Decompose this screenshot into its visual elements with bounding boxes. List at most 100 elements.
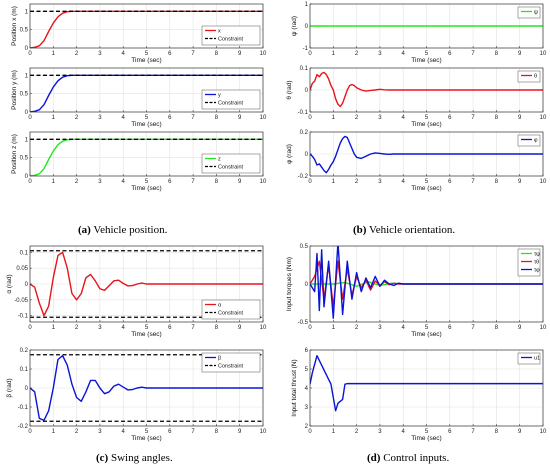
x-tick-label: 5 [145, 51, 149, 57]
y-axis-label: α (rad) [6, 274, 13, 293]
y-axis-label: θ (rad) [286, 80, 293, 99]
plot-border [29, 131, 264, 177]
x-tick-label: 7 [191, 51, 195, 57]
y-tick-label: -0.1 [298, 110, 309, 116]
y-axis-label: Position x (m) [11, 6, 18, 46]
legend-label: x [218, 29, 221, 35]
y-tick-label: 0.2 [20, 348, 29, 354]
x-tick-label: 9 [518, 179, 522, 185]
x-tick-label: 1 [332, 325, 336, 331]
x-tick-label: 10 [260, 179, 267, 185]
x-tick-label: 9 [518, 429, 522, 435]
legend-label: z [218, 157, 221, 163]
y-tick-label: 1 [25, 137, 29, 143]
x-tick-label: 4 [402, 115, 406, 121]
y-tick-label: 0 [305, 88, 309, 94]
legend-label: Constraint [218, 101, 244, 107]
y-axis-label: Position y (m) [11, 70, 18, 110]
y-tick-label: 4 [305, 386, 309, 392]
x-axis-label: Time (sec) [131, 331, 161, 338]
x-tick-label: 2 [355, 179, 359, 185]
x-tick-label: 0 [308, 429, 312, 435]
legend: u1 [517, 352, 541, 365]
x-tick-label: 6 [168, 429, 172, 435]
series-line-1 [310, 71, 543, 108]
x-tick-label: 0 [308, 115, 312, 121]
y-axis-label: β (rad) [6, 378, 13, 397]
x-tick-label: 2 [75, 179, 79, 185]
x-tick-label: 7 [471, 325, 475, 331]
x-tick-label: 3 [378, 115, 382, 121]
x-tick-label: 3 [98, 325, 102, 331]
chart-8: 0 1 2 3 4 5 6 7 8 9 10 -0.2 -0.1 0 0.1 0.2 Time (sec) β (… [6, 348, 267, 442]
x-tick-label: 8 [215, 325, 219, 331]
x-tick-label: 1 [52, 325, 56, 331]
x-tick-label: 5 [425, 429, 429, 435]
caption-d: (d) Control inputs. [367, 452, 450, 464]
x-tick-label: 3 [98, 429, 102, 435]
x-tick-label: 1 [332, 51, 336, 57]
x-axis-label: Time (sec) [131, 121, 161, 128]
x-tick-label: 8 [215, 115, 219, 121]
y-tick-label: 2 [305, 424, 309, 430]
x-tick-label: 3 [378, 179, 382, 185]
x-axis-label: Time (sec) [411, 435, 441, 442]
x-tick-label: 3 [378, 429, 382, 435]
x-axis-label: Time (sec) [411, 121, 441, 128]
y-tick-label: 0.5 [20, 156, 29, 162]
x-tick-label: 9 [238, 115, 242, 121]
y-tick-label: -1 [303, 46, 309, 52]
x-tick-label: 2 [355, 325, 359, 331]
series-line-1 [30, 355, 263, 421]
x-tick-label: 4 [122, 325, 126, 331]
legend-label: φ [534, 138, 538, 144]
x-tick-label: 4 [402, 179, 406, 185]
chart-7: 0 1 2 3 4 5 6 7 8 9 10 -0.1 -0.05 0 0.05 0.1 Time (sec) α… [6, 245, 267, 338]
x-tick-label: 5 [145, 115, 149, 121]
x-axis-label: Time (sec) [411, 331, 441, 338]
x-tick-label: 8 [495, 115, 499, 121]
y-tick-label: 0.1 [20, 250, 29, 256]
x-tick-label: 7 [471, 429, 475, 435]
y-tick-label: -0.1 [18, 405, 29, 411]
x-tick-label: 10 [540, 325, 547, 331]
x-tick-label: 4 [122, 179, 126, 185]
x-tick-label: 9 [518, 325, 522, 331]
x-tick-label: 1 [332, 429, 336, 435]
legend-box [517, 70, 541, 83]
x-tick-label: 2 [355, 115, 359, 121]
y-tick-label: 0 [305, 152, 309, 158]
legend-label: Constraint [218, 165, 244, 171]
x-tick-label: 1 [52, 51, 56, 57]
y-tick-label: -0.05 [14, 298, 28, 304]
x-tick-label: 0 [308, 51, 312, 57]
legend-box [201, 352, 261, 373]
y-tick-label: 1 [305, 2, 309, 8]
x-tick-label: 2 [75, 429, 79, 435]
x-tick-label: 9 [518, 115, 522, 121]
legend-label: τψ [534, 252, 540, 258]
y-tick-label: 0 [25, 174, 29, 180]
plot-border [29, 3, 264, 49]
x-tick-label: 0 [28, 325, 32, 331]
x-tick-label: 9 [238, 179, 242, 185]
x-tick-label: 7 [471, 179, 475, 185]
legend-label: Constraint [218, 311, 244, 317]
y-tick-label: 0.5 [20, 28, 29, 34]
y-tick-label: 6 [305, 348, 309, 354]
legend-box [201, 153, 261, 174]
y-tick-label: 0 [25, 282, 29, 288]
y-axis-label: ψ (rad) [291, 16, 298, 36]
y-tick-label: 0 [305, 282, 309, 288]
x-tick-label: 10 [540, 179, 547, 185]
legend-box [517, 134, 541, 147]
legend-label: α [218, 303, 222, 309]
legend: φ [517, 134, 541, 147]
y-tick-label: -0.1 [18, 314, 29, 320]
series-line-1 [310, 135, 543, 174]
y-tick-label: 0 [305, 24, 309, 30]
x-tick-label: 5 [145, 179, 149, 185]
x-tick-label: 10 [540, 115, 547, 121]
x-tick-label: 4 [122, 115, 126, 121]
